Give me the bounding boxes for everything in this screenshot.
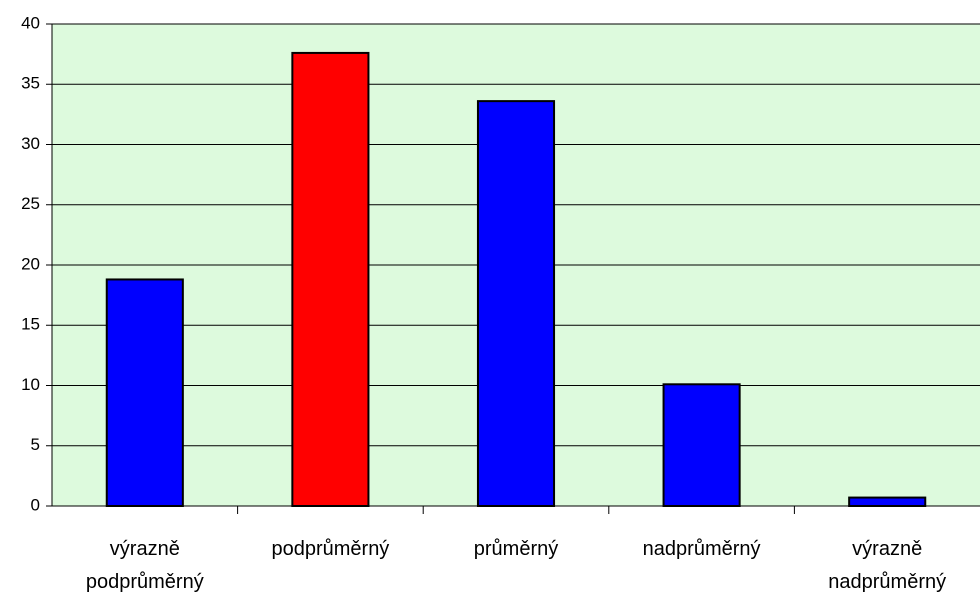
x-tick-label: výrazně podprůměrný	[85, 538, 204, 593]
y-tick-label: 20	[21, 254, 40, 273]
bar	[291, 51, 370, 507]
y-tick-label: 25	[21, 194, 40, 213]
y-tick-label: 15	[21, 315, 40, 334]
x-tick-label: výrazně nadprůměrný	[828, 538, 947, 593]
y-tick-label: 35	[21, 74, 40, 93]
y-tick-label: 40	[21, 13, 40, 32]
x-tick-label: podprůměrný	[271, 538, 390, 560]
bar	[476, 100, 556, 508]
x-tick-label: nadprůměrný	[642, 538, 761, 560]
y-tick-label: 30	[21, 134, 40, 153]
bar	[848, 496, 927, 508]
y-tick-label: 10	[21, 375, 40, 394]
bar	[662, 383, 741, 508]
bar	[105, 278, 184, 507]
y-tick-label: 5	[31, 435, 40, 454]
y-tick-label: 0	[31, 495, 40, 514]
x-tick-label: průměrný	[473, 538, 559, 560]
